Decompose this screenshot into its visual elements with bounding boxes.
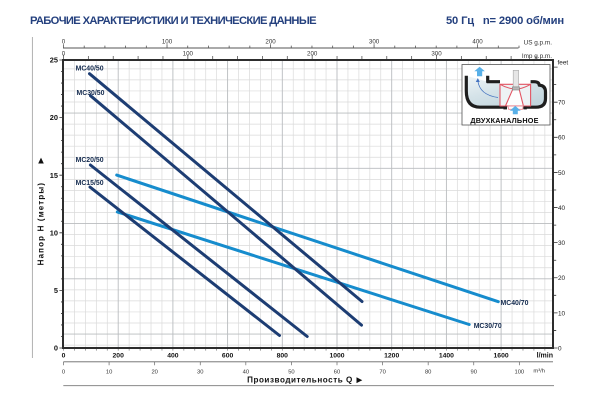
svg-text:60: 60 bbox=[558, 135, 566, 142]
svg-text:20: 20 bbox=[558, 275, 566, 282]
svg-text:40: 40 bbox=[243, 370, 249, 376]
svg-text:25: 25 bbox=[50, 56, 58, 65]
svg-text:ДВУХКАНАЛЬНОЕ: ДВУХКАНАЛЬНОЕ bbox=[470, 116, 538, 125]
svg-text:MC30/70: MC30/70 bbox=[474, 323, 502, 330]
svg-text:l/min: l/min bbox=[537, 353, 553, 360]
svg-text:1600: 1600 bbox=[494, 353, 509, 360]
svg-text:80: 80 bbox=[425, 370, 431, 376]
svg-text:15: 15 bbox=[50, 171, 58, 180]
svg-text:10: 10 bbox=[558, 310, 566, 317]
svg-text:feet: feet bbox=[558, 60, 569, 67]
svg-text:10: 10 bbox=[50, 228, 58, 237]
svg-text:5: 5 bbox=[54, 286, 58, 295]
svg-text:200: 200 bbox=[307, 51, 318, 58]
svg-text:400: 400 bbox=[472, 39, 483, 46]
svg-text:MC40/50: MC40/50 bbox=[76, 65, 104, 72]
svg-text:MC20/50: MC20/50 bbox=[76, 157, 104, 164]
svg-text:100: 100 bbox=[183, 51, 194, 58]
svg-text:0: 0 bbox=[62, 370, 65, 376]
svg-text:1200: 1200 bbox=[384, 353, 399, 360]
svg-text:Напор H (метры): Напор H (метры) bbox=[37, 182, 46, 266]
svg-text:MC30/50: MC30/50 bbox=[77, 90, 105, 97]
svg-text:70: 70 bbox=[558, 100, 566, 107]
svg-text:10: 10 bbox=[106, 370, 112, 376]
svg-text:MC15/50: MC15/50 bbox=[76, 180, 104, 187]
svg-text:600: 600 bbox=[222, 353, 234, 360]
svg-text:0: 0 bbox=[558, 345, 562, 352]
svg-text:400: 400 bbox=[167, 353, 179, 360]
svg-text:US g.p.m.: US g.p.m. bbox=[524, 40, 553, 47]
svg-text:Производительность Q: Производительность Q bbox=[247, 375, 353, 384]
svg-text:Imp g.p.m.: Imp g.p.m. bbox=[522, 53, 552, 60]
svg-text:0: 0 bbox=[62, 51, 66, 58]
svg-text:0: 0 bbox=[62, 353, 66, 360]
svg-text:30: 30 bbox=[558, 240, 566, 247]
svg-text:60: 60 bbox=[334, 370, 340, 376]
svg-text:100: 100 bbox=[514, 370, 524, 376]
svg-text:800: 800 bbox=[277, 353, 289, 360]
svg-text:0: 0 bbox=[62, 39, 66, 46]
svg-text:MC40/70: MC40/70 bbox=[501, 300, 529, 307]
svg-text:40: 40 bbox=[558, 205, 566, 212]
svg-text:0: 0 bbox=[54, 344, 58, 353]
svg-text:70: 70 bbox=[379, 370, 385, 376]
svg-text:1400: 1400 bbox=[439, 353, 454, 360]
svg-text:200: 200 bbox=[265, 39, 276, 46]
svg-text:90: 90 bbox=[471, 370, 477, 376]
svg-text:300: 300 bbox=[431, 51, 442, 58]
svg-text:300: 300 bbox=[369, 39, 380, 46]
svg-text:20: 20 bbox=[50, 113, 58, 122]
svg-text:50: 50 bbox=[558, 170, 566, 177]
svg-text:20: 20 bbox=[151, 370, 157, 376]
svg-text:m³/h: m³/h bbox=[533, 369, 545, 375]
svg-text:50: 50 bbox=[288, 370, 294, 376]
svg-text:200: 200 bbox=[113, 353, 125, 360]
svg-text:30: 30 bbox=[197, 370, 203, 376]
svg-text:1000: 1000 bbox=[329, 353, 344, 360]
svg-text:100: 100 bbox=[162, 39, 173, 46]
